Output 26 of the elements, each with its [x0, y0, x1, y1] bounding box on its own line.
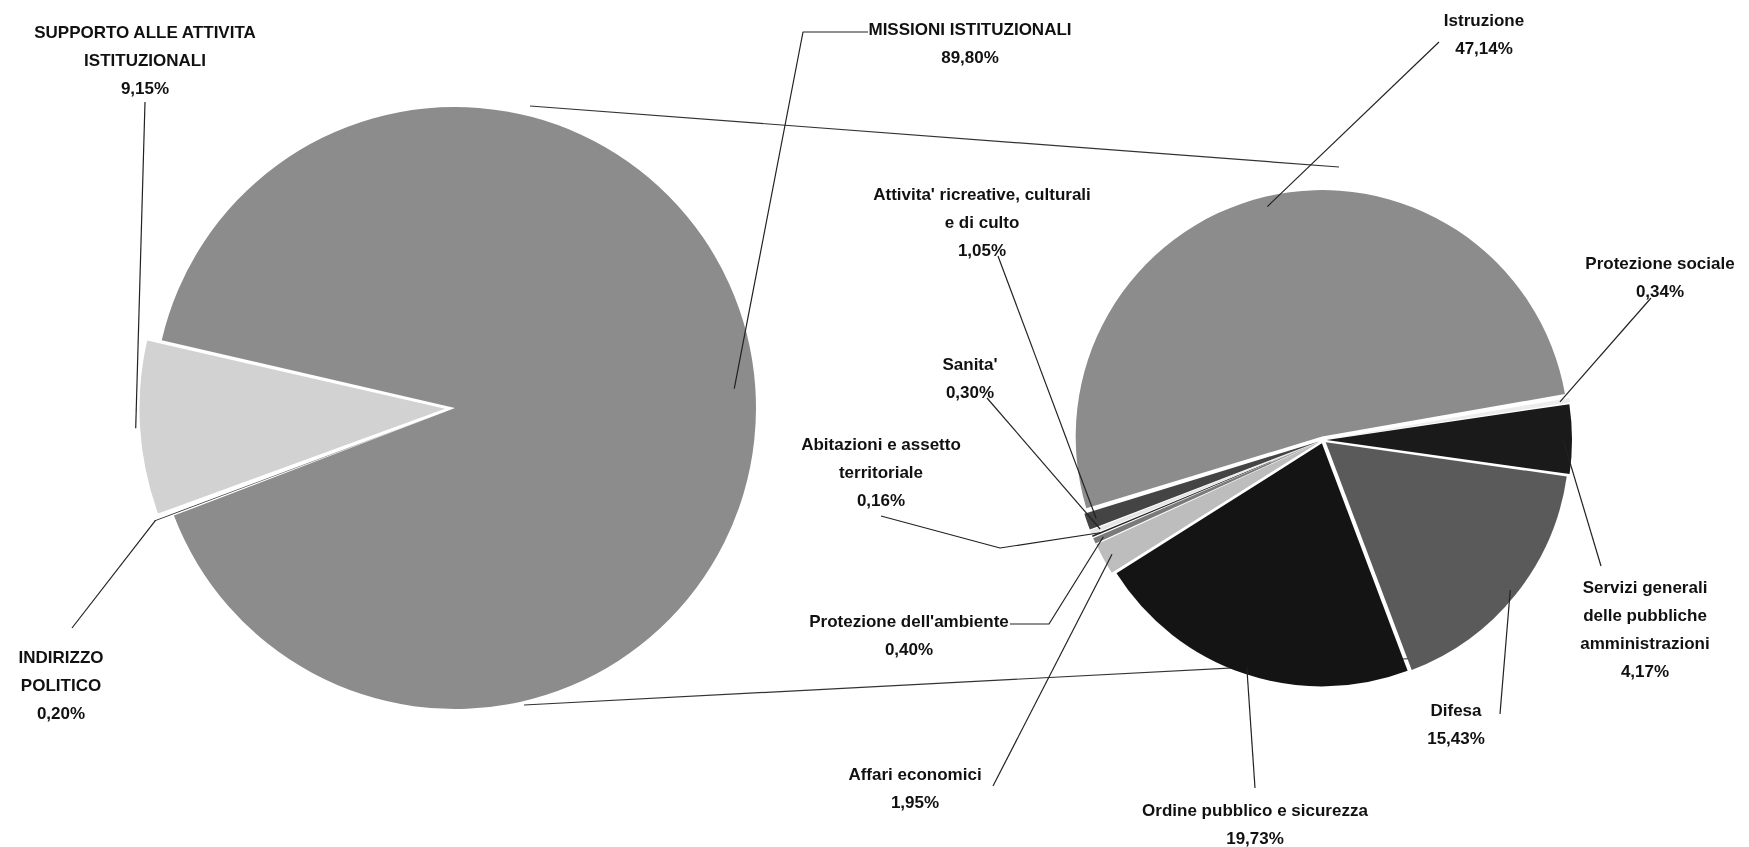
slice-label: Abitazioni e assetto territoriale: [801, 435, 961, 483]
slice-label: Difesa: [1430, 701, 1483, 721]
data-label: 15,43%: [1427, 729, 1485, 749]
data-label: 0,40%: [884, 640, 934, 660]
data-label: 9,15%: [120, 79, 170, 99]
slice-label: MISSIONI ISTITUZIONALI: [868, 20, 1072, 40]
slice-label: Attivita' ricreative, culturali e di culto: [873, 185, 1091, 233]
data-label: 1,95%: [890, 793, 940, 813]
slice-label: Sanita': [942, 355, 998, 375]
data-label: 1,05%: [957, 241, 1007, 261]
data-label: 89,80%: [941, 48, 999, 68]
slice-label: Protezione dell'ambiente: [809, 612, 1009, 632]
slice-label: INDIRIZZO POLITICO: [18, 648, 104, 696]
slice-label: SUPPORTO ALLE ATTIVITA ISTITUZIONALI: [34, 23, 256, 71]
data-label: 0,30%: [945, 383, 995, 403]
data-label: 0,16%: [856, 491, 906, 511]
slice-label: Affari economici: [848, 765, 982, 785]
slice-label: Protezione sociale: [1585, 254, 1735, 274]
slice-label: Istruzione: [1443, 11, 1525, 31]
data-label: 47,14%: [1455, 39, 1513, 59]
data-label: 0,20%: [36, 704, 86, 724]
slice-label: Ordine pubblico e sicurezza: [1142, 801, 1369, 821]
slice-label: Servizi generali delle pubbliche amministrazioni: [1580, 578, 1710, 654]
data-label: 0,34%: [1635, 282, 1685, 302]
data-label: 4,17%: [1620, 662, 1670, 682]
data-label: 19,73%: [1226, 829, 1284, 847]
